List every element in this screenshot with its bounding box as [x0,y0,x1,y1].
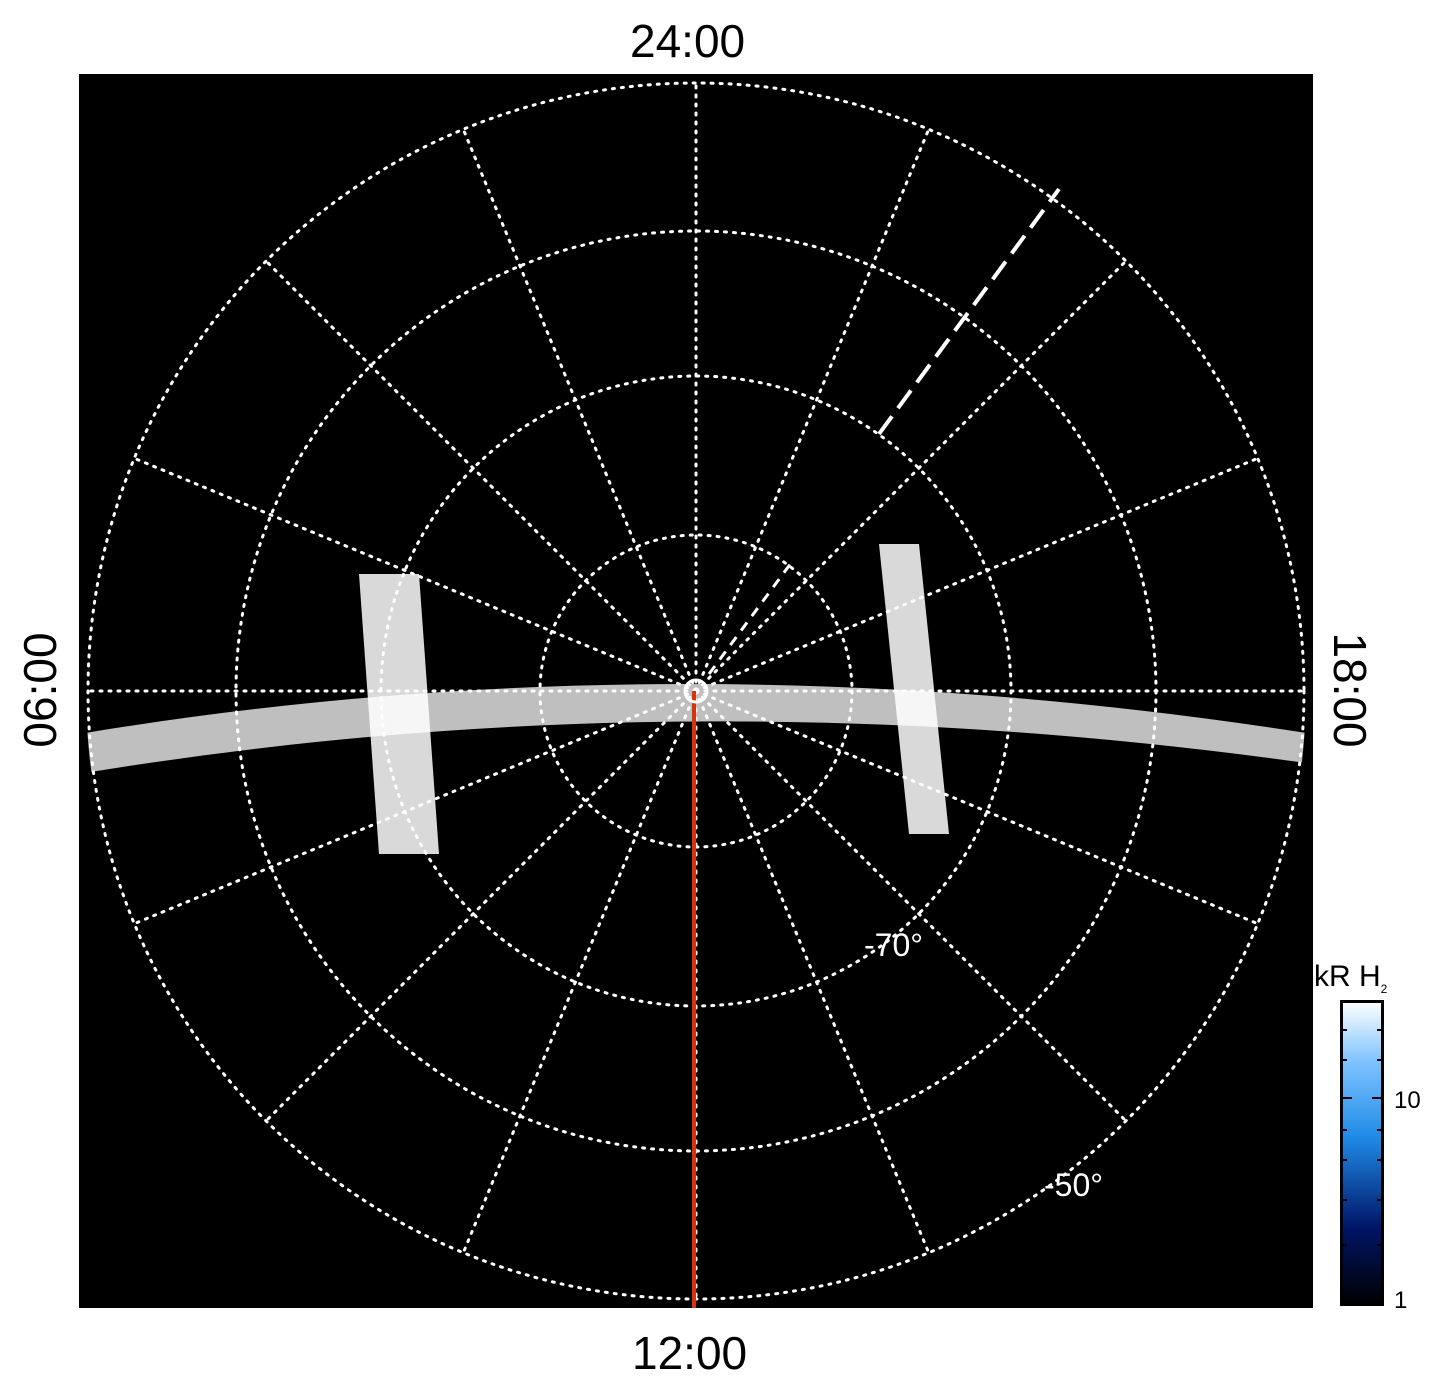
latitude-label-70: -70° [864,927,923,963]
meridian-line [694,127,931,693]
meridian-line [264,259,698,693]
pole-marker [683,678,709,704]
dashed-reference-line [877,187,1061,436]
local-time-18-label: 18:00 [1324,632,1376,748]
meridian-line [694,689,931,1255]
local-time-06-label: 06:00 [14,632,66,748]
meridian-line [461,689,698,1255]
dashed-reference-line-inner [707,558,796,675]
local-time-12-label: 12:00 [632,1327,748,1379]
colorbar-tick-1: 1 [1394,1287,1408,1314]
meridian-line [264,689,698,1123]
local-time-24-label: 24:00 [630,15,746,67]
latitude-label-50: -50° [1044,1167,1103,1203]
colorbar-title: kR H2 [1314,960,1388,996]
meridian-line [132,456,698,693]
meridian-line [461,127,698,693]
colorbar-tick-10: 10 [1394,1087,1421,1114]
polar-aurora-image: -70° -50° [79,74,1313,1308]
meridian-line [694,689,1260,926]
meridian-line [694,456,1260,693]
meridian-lines [86,81,1306,1301]
colorbar [1340,1000,1384,1306]
meridian-line [694,259,1128,693]
meridian-line [132,689,698,926]
meridian-line [694,689,1128,1123]
